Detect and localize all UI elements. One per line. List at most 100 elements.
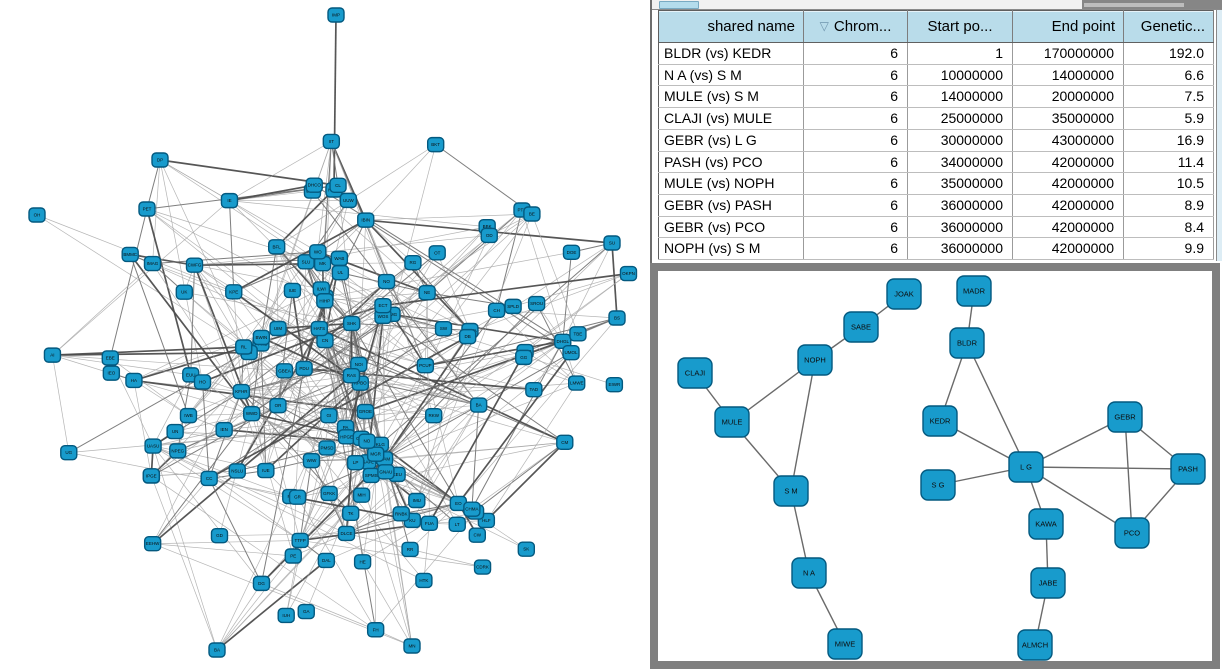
network-edge[interactable] <box>129 254 189 416</box>
network-node[interactable]: UUW <box>339 192 358 209</box>
table-cell-end-point[interactable]: 170000000 <box>1012 42 1124 65</box>
node-shape[interactable] <box>175 284 193 300</box>
table-cell-end-point[interactable]: 35000000 <box>1012 107 1124 130</box>
node-shape[interactable] <box>797 344 833 376</box>
network-edge[interactable] <box>562 242 613 342</box>
node-shape[interactable] <box>215 421 233 438</box>
table-cell-shared-name[interactable]: GEBR (vs) PCO <box>658 216 804 239</box>
node-shape[interactable] <box>275 363 294 379</box>
node-shape[interactable] <box>356 403 375 420</box>
network-node[interactable]: IIT <box>322 133 341 150</box>
network-node[interactable]: OD <box>480 227 498 244</box>
node-shape[interactable] <box>342 368 361 384</box>
table-cell-start-po[interactable]: 1 <box>907 42 1013 65</box>
table-row[interactable]: BLDR (vs) KEDR 6 1 170000000 192.0 <box>658 42 1214 65</box>
network-node[interactable]: GD <box>210 527 229 544</box>
network-node[interactable]: WIW <box>302 452 321 469</box>
table-row[interactable]: MULE (vs) NOPH 6 35000000 42000000 10.5 <box>658 172 1214 195</box>
network-edge[interactable] <box>365 219 572 354</box>
network-edge[interactable] <box>345 364 360 534</box>
table-cell-end-point[interactable]: 42000000 <box>1012 172 1124 195</box>
network-edge[interactable] <box>297 442 565 498</box>
network-edge[interactable] <box>324 296 383 306</box>
node-shape[interactable] <box>377 464 395 480</box>
network-edge[interactable] <box>237 447 328 472</box>
node-shape[interactable] <box>322 133 341 150</box>
network-node[interactable]: BS <box>608 310 626 326</box>
node-shape[interactable] <box>374 297 392 314</box>
network-edge-lg-pco[interactable] <box>1025 466 1133 534</box>
network-edge[interactable] <box>265 370 285 471</box>
network-edge[interactable] <box>177 450 301 541</box>
table-cell-shared-name[interactable]: GEBR (vs) L G <box>658 129 804 152</box>
network-edge[interactable] <box>426 235 490 293</box>
node-shape[interactable] <box>480 227 498 244</box>
network-node[interactable]: CM <box>556 434 574 451</box>
node-shape[interactable] <box>517 541 536 557</box>
network-node-pash[interactable]: PASH <box>1170 453 1206 485</box>
node-shape[interactable] <box>922 405 958 437</box>
network-edge[interactable] <box>426 209 523 294</box>
network-edge[interactable] <box>326 503 459 561</box>
node-shape[interactable] <box>619 265 638 282</box>
network-edge[interactable] <box>251 296 326 414</box>
node-shape[interactable] <box>288 489 307 505</box>
column-header-chrom[interactable]: ▽ Chrom... <box>803 10 908 43</box>
network-edge[interactable] <box>297 497 376 630</box>
network-node[interactable]: KPE <box>225 284 243 300</box>
table-cell-genetic[interactable]: 9.9 <box>1123 237 1214 261</box>
network-node[interactable]: MGR <box>366 446 385 462</box>
network-edge[interactable] <box>146 208 323 265</box>
table-cell-end-point[interactable]: 43000000 <box>1012 129 1124 152</box>
network-edge[interactable] <box>133 380 189 416</box>
network-edge[interactable] <box>324 292 428 302</box>
network-node[interactable]: MN <box>403 638 421 654</box>
network-edge[interactable] <box>485 441 566 522</box>
node-shape[interactable] <box>366 446 385 462</box>
node-shape[interactable] <box>232 383 251 400</box>
network-edge[interactable] <box>416 330 471 501</box>
node-shape[interactable] <box>228 463 246 479</box>
network-node[interactable]: NSLU <box>228 463 246 479</box>
table-cell-genetic[interactable]: 5.9 <box>1123 107 1214 130</box>
network-node[interactable]: EO <box>449 495 468 512</box>
network-edge[interactable] <box>351 273 629 377</box>
network-edge[interactable] <box>261 141 332 338</box>
network-node[interactable]: BE <box>523 206 541 222</box>
node-shape[interactable] <box>562 244 581 260</box>
network-node[interactable]: PDU <box>295 360 313 377</box>
node-shape[interactable] <box>316 293 334 309</box>
network-edge[interactable] <box>391 314 615 386</box>
network-node[interactable]: AI <box>43 347 62 363</box>
column-header-start-po[interactable]: Start po... <box>907 10 1013 43</box>
node-shape[interactable] <box>357 212 375 228</box>
table-cell-chrom[interactable]: 6 <box>803 85 908 109</box>
network-edge[interactable] <box>330 141 387 282</box>
network-edge[interactable] <box>426 292 430 524</box>
table-cell-start-po[interactable]: 30000000 <box>907 129 1013 152</box>
network-edge[interactable] <box>300 540 483 568</box>
network-edge[interactable] <box>184 291 346 428</box>
node-shape[interactable] <box>339 192 358 209</box>
network-edge[interactable] <box>219 533 347 537</box>
network-node[interactable]: NO <box>358 433 376 449</box>
network-edge[interactable] <box>428 351 526 524</box>
network-edge[interactable] <box>129 253 253 415</box>
node-shape[interactable] <box>320 485 338 502</box>
network-edge[interactable] <box>251 413 294 557</box>
node-shape[interactable] <box>1170 453 1206 485</box>
node-shape[interactable] <box>242 405 261 422</box>
network-edge[interactable] <box>52 263 153 356</box>
table-cell-chrom[interactable]: 6 <box>803 129 908 152</box>
network-node[interactable]: SROU <box>527 295 546 312</box>
network-node[interactable]: KFHR <box>232 383 251 400</box>
network-edge[interactable] <box>322 219 366 264</box>
network-edge[interactable] <box>471 442 565 510</box>
network-node[interactable]: IE <box>220 192 239 209</box>
scrollbar-thumb[interactable] <box>659 1 699 9</box>
network-edge[interactable] <box>202 381 210 479</box>
network-node[interactable]: SU <box>603 235 621 251</box>
network-node-kawa[interactable]: KAWA <box>1028 508 1064 540</box>
network-node[interactable]: NE <box>418 285 436 301</box>
node-shape[interactable] <box>1017 629 1053 661</box>
